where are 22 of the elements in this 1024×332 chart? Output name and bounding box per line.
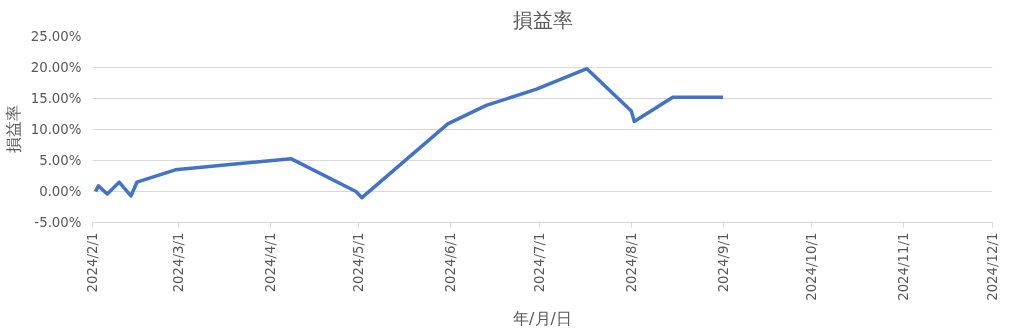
- x-tick-label: 2024/11/1: [896, 232, 912, 301]
- x-tick-label: 2024/10/1: [804, 232, 820, 301]
- y-tick-label: 0.00%: [39, 184, 82, 199]
- y-tick-label: 15.00%: [30, 91, 82, 106]
- y-axis-title: 損益率: [3, 105, 23, 154]
- chart-title: 損益率: [512, 7, 573, 32]
- x-tick-label: 2024/12/1: [985, 232, 1000, 301]
- x-tick-label: 2024/4/1: [262, 232, 278, 293]
- x-tick-label: 2024/3/1: [170, 232, 186, 293]
- y-tick-label: 25.00%: [30, 29, 82, 44]
- y-tick-label: 20.00%: [30, 60, 82, 75]
- y-tick-label: -5.00%: [34, 215, 82, 230]
- x-tick-label: 2024/8/1: [623, 232, 639, 293]
- x-tick-label: 2024/2/1: [85, 232, 100, 293]
- y-tick-label: 5.00%: [39, 153, 82, 168]
- y-tick-label: 10.00%: [30, 122, 82, 137]
- x-tick-label: 2024/5/1: [351, 232, 367, 293]
- x-tick-label: 2024/9/1: [715, 232, 731, 293]
- x-axis-title: 年/月/日: [513, 308, 572, 328]
- line-series: [93, 66, 725, 200]
- x-tick-label: 2024/7/1: [532, 232, 548, 293]
- x-tick-label: 2024/6/1: [443, 232, 459, 293]
